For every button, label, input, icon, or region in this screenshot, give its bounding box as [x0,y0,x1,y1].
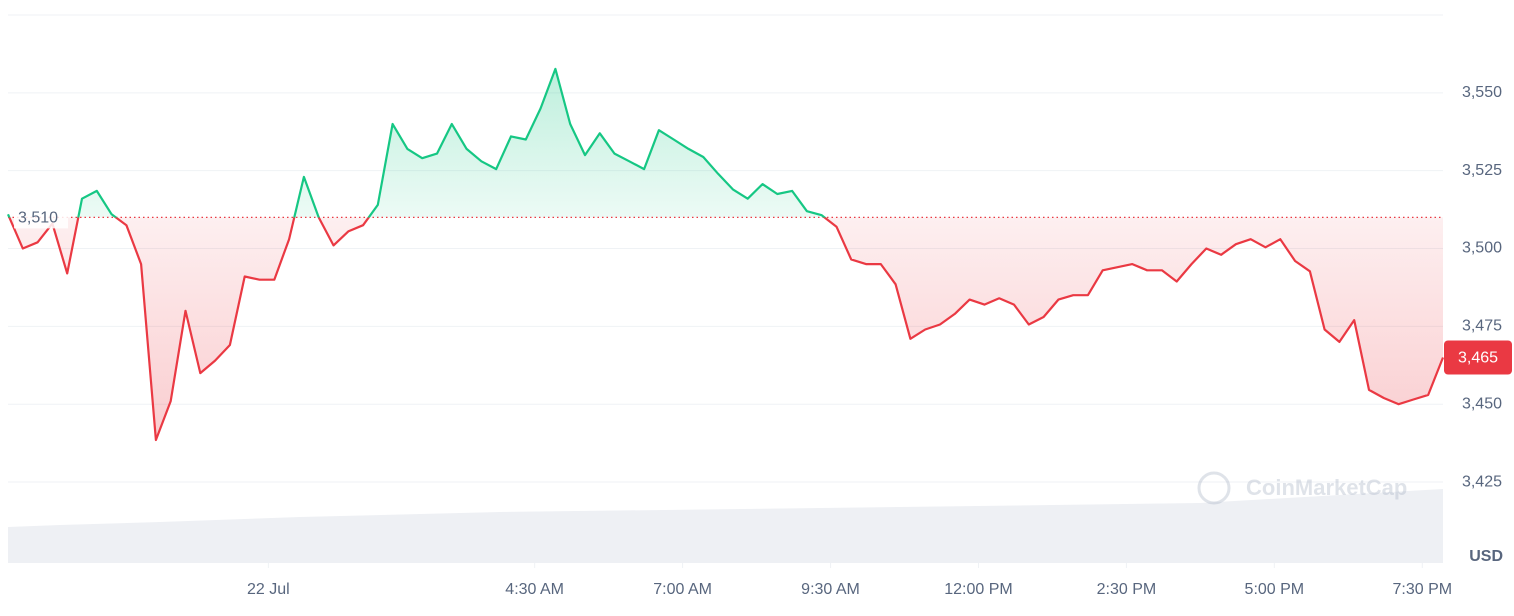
area [8,68,1443,441]
current-price-label: 3,465 [1458,350,1498,367]
x-tick-label: 2:30 PM [1097,581,1157,598]
y-tick-label: 3,475 [1462,318,1502,335]
currency-label: USD [1469,548,1503,565]
x-tick-label: 9:30 AM [801,581,860,598]
watermark: CoinMarketCap [1246,475,1407,500]
x-tick-label: 7:30 PM [1392,581,1452,598]
x-tick-label: 12:00 PM [944,581,1012,598]
y-tick-label: 3,450 [1462,395,1502,412]
watermark-logo [1197,471,1231,505]
x-tick-label: 7:00 AM [653,581,712,598]
y-tick-label: 3,525 [1462,162,1502,179]
current-price-tag [1444,340,1512,375]
x-tick-label: 4:30 AM [505,581,564,598]
reference-label: 3,510 [18,210,58,227]
y-tick-label: 3,550 [1462,84,1502,101]
x-tick-label: 5:00 PM [1245,581,1305,598]
y-tick-label: 3,425 [1462,473,1502,490]
reference-label-bg [14,206,68,229]
y-tick-label: 3,500 [1462,240,1502,257]
watermark-group: CoinMarketCap [1197,471,1407,505]
volume-area [8,489,1443,563]
price-line [6,67,1445,442]
x-tick-label: 22 Jul [247,581,290,598]
